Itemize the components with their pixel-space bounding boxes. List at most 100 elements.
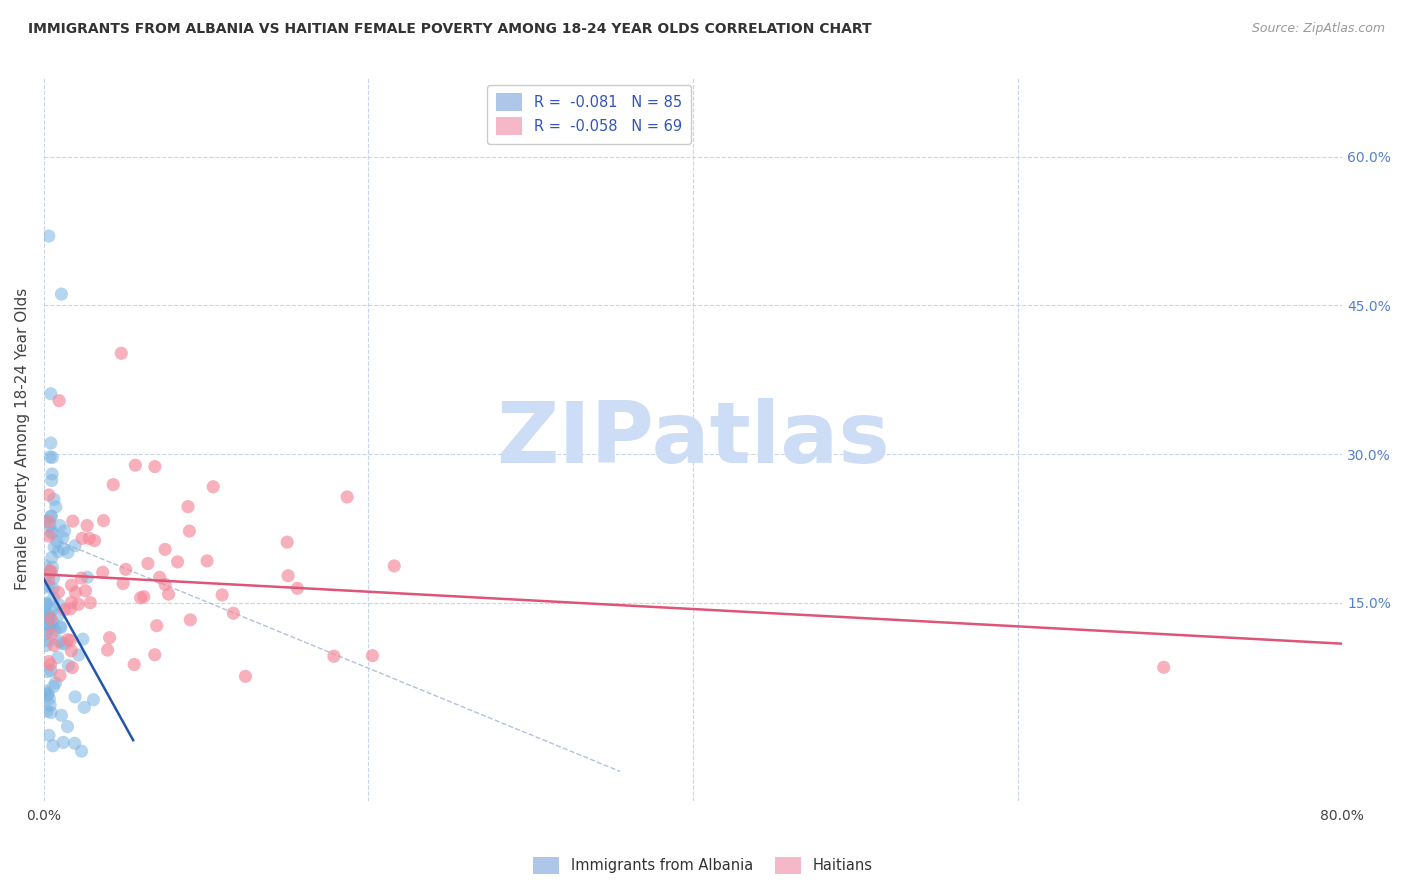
Point bbox=[41, 474, 63, 488]
Point bbox=[38, 611, 60, 625]
Point bbox=[287, 582, 309, 596]
Point bbox=[39, 706, 62, 720]
Point bbox=[83, 533, 105, 548]
Point bbox=[79, 532, 101, 546]
Point bbox=[70, 532, 93, 546]
Point bbox=[129, 591, 152, 605]
Point bbox=[122, 657, 145, 672]
Point bbox=[91, 566, 114, 580]
Point bbox=[53, 603, 76, 617]
Point bbox=[34, 599, 56, 613]
Point bbox=[49, 621, 72, 635]
Point bbox=[41, 560, 63, 574]
Point bbox=[143, 459, 166, 474]
Point bbox=[41, 525, 63, 540]
Point bbox=[39, 698, 62, 712]
Text: Source: ZipAtlas.com: Source: ZipAtlas.com bbox=[1251, 22, 1385, 36]
Point bbox=[37, 689, 59, 703]
Point bbox=[179, 524, 201, 538]
Point bbox=[1153, 660, 1175, 674]
Point bbox=[38, 655, 60, 669]
Point bbox=[63, 539, 86, 553]
Point bbox=[38, 515, 60, 529]
Point bbox=[44, 623, 66, 637]
Point bbox=[38, 229, 60, 244]
Point bbox=[41, 615, 63, 630]
Point bbox=[60, 596, 83, 610]
Point bbox=[93, 514, 115, 528]
Point bbox=[37, 633, 59, 648]
Point bbox=[38, 728, 60, 742]
Point bbox=[132, 590, 155, 604]
Point bbox=[277, 569, 299, 583]
Y-axis label: Female Poverty Among 18-24 Year Olds: Female Poverty Among 18-24 Year Olds bbox=[15, 288, 30, 591]
Point bbox=[153, 577, 176, 591]
Point bbox=[35, 639, 58, 653]
Point bbox=[143, 648, 166, 662]
Point bbox=[38, 488, 60, 502]
Point bbox=[48, 393, 70, 408]
Point bbox=[276, 535, 298, 549]
Point bbox=[41, 550, 63, 565]
Point bbox=[53, 637, 76, 651]
Point bbox=[136, 557, 159, 571]
Point bbox=[38, 622, 60, 636]
Point bbox=[222, 606, 245, 620]
Point bbox=[235, 669, 257, 683]
Point bbox=[63, 690, 86, 704]
Point bbox=[96, 643, 118, 657]
Point bbox=[38, 518, 60, 533]
Point bbox=[48, 634, 70, 648]
Point bbox=[45, 676, 67, 690]
Point bbox=[67, 648, 90, 662]
Point bbox=[56, 720, 79, 734]
Point bbox=[38, 691, 60, 706]
Point bbox=[41, 509, 63, 524]
Point bbox=[60, 660, 83, 674]
Point bbox=[62, 514, 84, 528]
Point bbox=[75, 583, 97, 598]
Point bbox=[35, 617, 58, 632]
Point bbox=[166, 555, 188, 569]
Point bbox=[41, 603, 63, 617]
Point bbox=[37, 665, 59, 679]
Point bbox=[38, 607, 60, 622]
Point bbox=[195, 554, 218, 568]
Point bbox=[39, 565, 62, 579]
Point bbox=[39, 612, 62, 626]
Point bbox=[38, 610, 60, 624]
Point bbox=[37, 618, 59, 632]
Point bbox=[39, 509, 62, 524]
Point bbox=[46, 534, 69, 549]
Point bbox=[56, 545, 79, 559]
Point bbox=[76, 518, 98, 533]
Point bbox=[42, 680, 65, 694]
Point bbox=[35, 704, 58, 718]
Point bbox=[37, 687, 59, 701]
Text: IMMIGRANTS FROM ALBANIA VS HAITIAN FEMALE POVERTY AMONG 18-24 YEAR OLDS CORRELAT: IMMIGRANTS FROM ALBANIA VS HAITIAN FEMAL… bbox=[28, 22, 872, 37]
Point bbox=[38, 573, 60, 587]
Point bbox=[42, 492, 65, 507]
Point bbox=[145, 618, 167, 632]
Point bbox=[59, 633, 82, 648]
Point bbox=[361, 648, 384, 663]
Point bbox=[48, 598, 70, 612]
Point bbox=[46, 544, 69, 558]
Point bbox=[103, 477, 125, 491]
Point bbox=[51, 287, 73, 301]
Point bbox=[51, 636, 73, 650]
Point bbox=[41, 450, 63, 465]
Point bbox=[41, 467, 63, 481]
Legend: Immigrants from Albania, Haitians: Immigrants from Albania, Haitians bbox=[527, 851, 879, 880]
Point bbox=[53, 524, 76, 538]
Point bbox=[177, 500, 200, 514]
Text: ZIPatlas: ZIPatlas bbox=[496, 398, 890, 481]
Point bbox=[52, 531, 75, 545]
Point bbox=[59, 602, 82, 616]
Point bbox=[35, 627, 58, 641]
Point bbox=[52, 541, 75, 556]
Point bbox=[45, 500, 67, 514]
Point bbox=[73, 700, 96, 714]
Point bbox=[34, 684, 56, 698]
Point bbox=[41, 526, 63, 541]
